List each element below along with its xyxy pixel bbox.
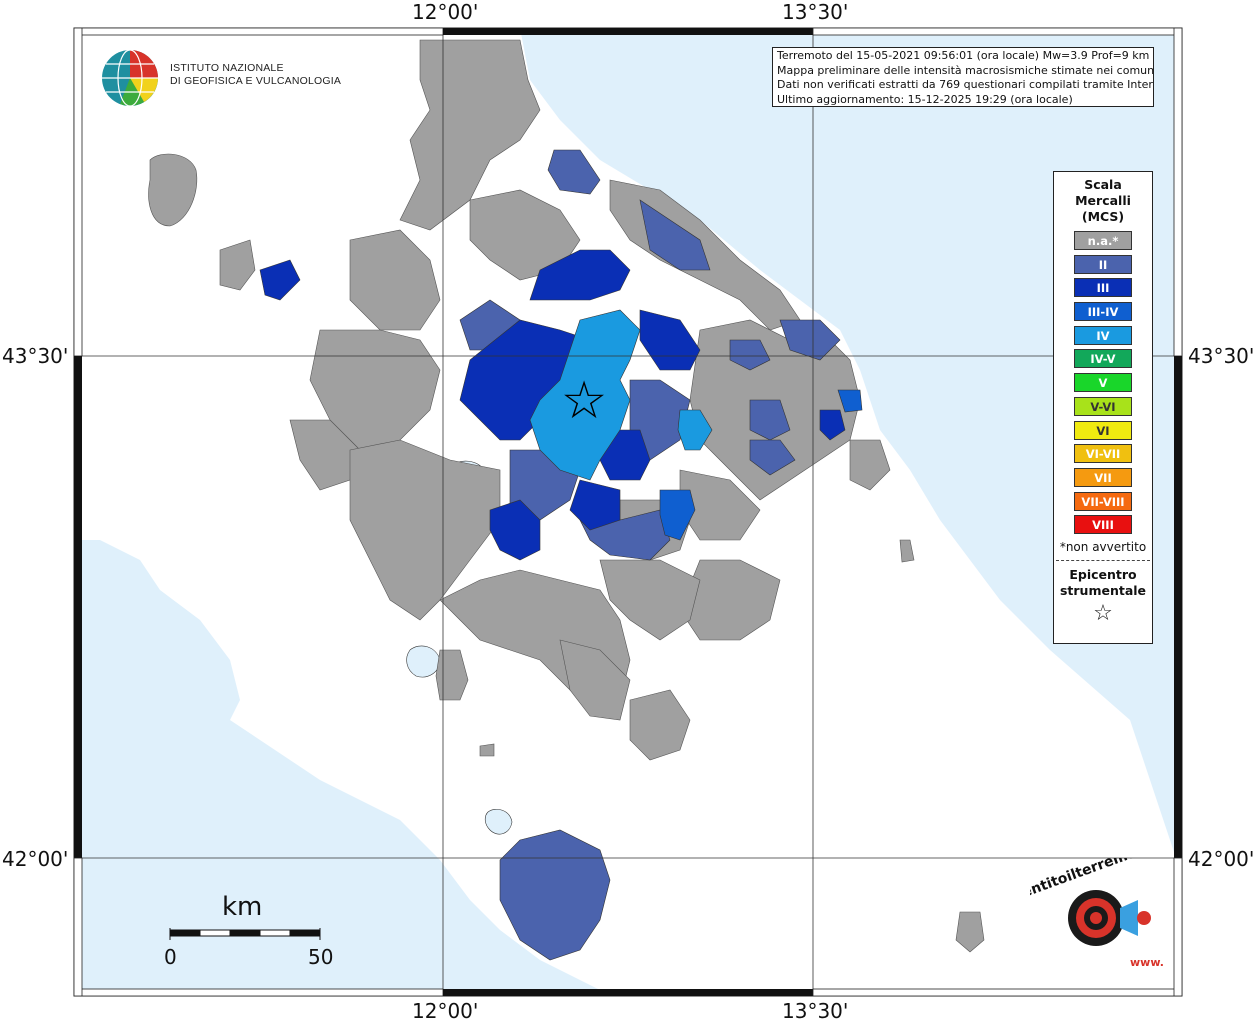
graticule	[74, 28, 1182, 996]
haisentito-logo: haisentitoilterremoto.it www.	[989, 833, 1170, 978]
ingv-globe-icon	[102, 49, 158, 107]
legend-swatch: III	[1074, 278, 1132, 298]
earthquake-info-box: Terremoto del 15-05-2021 09:56:01 (ora l…	[772, 47, 1154, 107]
map-frame	[73, 27, 1183, 997]
legend-divider	[1056, 560, 1150, 562]
scale-bar-max: 50	[308, 945, 334, 969]
lat-label-right-upper: 43°30'	[1188, 344, 1255, 368]
tyrrhenian-sea	[80, 540, 600, 990]
legend-swatch: V-VI	[1074, 396, 1132, 416]
legend-swatch: VI-VII	[1074, 444, 1132, 464]
scale-bar-graphic	[169, 928, 321, 940]
lat-label-right-lower: 42°00'	[1188, 847, 1255, 871]
info-line-event: Terremoto del 15-05-2021 09:56:01 (ora l…	[777, 49, 1150, 62]
legend-swatches: n.a.* II III III-IV IV IV-V V V-VI VI VI-VII VII VI…	[1054, 231, 1152, 535]
legend-swatch: III-IV	[1074, 302, 1132, 322]
intensity-III-IV	[659, 389, 863, 541]
legend-swatch: V	[1074, 373, 1132, 393]
lat-label-left-upper: 43°30'	[2, 344, 69, 368]
lon-label-bottom-right: 13°30'	[782, 999, 849, 1023]
lat-label-left-lower: 42°00'	[2, 847, 69, 871]
legend-title-line1: Scala	[1084, 177, 1122, 192]
scale-bar: km 0 50	[160, 890, 350, 970]
legend-epicenter-line1: Epicentro	[1069, 567, 1137, 583]
epicenter-legend-star-icon: ☆	[1093, 601, 1113, 627]
legend-epicenter-line2: strumentale	[1059, 583, 1147, 599]
legend-title-line2: Mercalli	[1075, 193, 1131, 208]
adriatic-sea	[520, 28, 1176, 858]
intensity-III	[259, 249, 846, 561]
legend-swatch: VI	[1074, 420, 1132, 440]
legend-swatch: n.a.*	[1074, 231, 1132, 250]
ingv-name-line2: DI GEOFISICA E VULCANOLOGIA	[170, 75, 342, 87]
lon-label-top-left: 12°00'	[412, 0, 479, 24]
lake-bracciano	[484, 809, 513, 835]
scale-bar-unit: km	[222, 892, 263, 922]
intensity-II	[459, 149, 841, 961]
legend-title-line3: (MCS)	[1081, 209, 1125, 224]
legend-note: *non avvertito	[1059, 540, 1147, 555]
legend-swatch: VII-VIII	[1074, 491, 1132, 511]
legend-swatch: IV-V	[1074, 349, 1132, 369]
lake-bolsena	[406, 645, 441, 678]
epicenter-star-icon: ☆	[561, 371, 608, 431]
scale-bar-min: 0	[164, 945, 177, 969]
info-line-map: Mappa preliminare delle intensità macros…	[777, 63, 1154, 77]
legend-swatch: II	[1074, 254, 1132, 274]
intensity-IV	[529, 309, 713, 481]
info-line-updated: Ultimo aggiornamento: 15-12-2025 19:29 (…	[777, 92, 1073, 106]
haisentito-logo-icon: haisentitoilterremoto.it www.	[989, 833, 1170, 969]
mcs-legend: Scala Mercalli (MCS) n.a.* II III III-IV IV I…	[1053, 171, 1153, 644]
ingv-name-line1: ISTITUTO NAZIONALE	[170, 62, 284, 74]
lon-label-top-right: 13°30'	[782, 0, 849, 24]
ingv-logo: ISTITUTO NAZIONALE DI GEOFISICA E VULCAN…	[100, 48, 341, 108]
lon-label-bottom-left: 12°00'	[412, 999, 479, 1023]
info-line-data: Dati non verificati estratti da 769 ques…	[777, 78, 1154, 91]
legend-swatch: IV	[1074, 325, 1132, 345]
haisentito-www: www.	[1130, 956, 1164, 969]
legend-swatch: VIII	[1074, 515, 1132, 535]
legend-swatch: VII	[1074, 467, 1132, 487]
